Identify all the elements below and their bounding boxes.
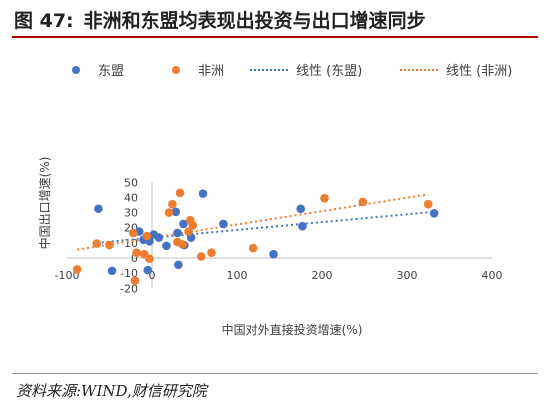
y-tick-label: 10 <box>124 237 138 250</box>
figure-number: 图 47: <box>14 10 74 32</box>
data-point <box>154 233 164 242</box>
data-point <box>178 240 187 249</box>
x-tick-label: 100 <box>227 269 248 282</box>
data-point <box>296 204 306 214</box>
data-point <box>269 249 278 259</box>
title-rule <box>12 36 538 38</box>
legend-label-africa: 非洲 <box>198 64 225 79</box>
legend-line-africa-trend <box>400 68 438 71</box>
legend-item-africa: 非洲 <box>172 60 224 79</box>
data-point <box>184 227 193 236</box>
x-tick-label: 200 <box>312 269 333 282</box>
legend-label-asean-trend: 线性 (东盟) <box>296 64 363 79</box>
data-point <box>171 207 181 217</box>
data-point <box>197 252 206 261</box>
legend-item-africa-trend: 线性 (非洲) <box>400 60 512 79</box>
legend-label-asean: 东盟 <box>98 64 125 79</box>
x-tick-label: 0 <box>149 269 156 282</box>
data-point <box>130 276 140 286</box>
chart-legend: 东盟 非洲 线性 (东盟) 线性 (非洲) <box>0 60 550 80</box>
data-point <box>179 219 188 229</box>
data-point <box>248 243 258 253</box>
y-tick-label: -20 <box>120 282 138 295</box>
x-axis-title: 中国对外直接投资增速(%) <box>222 322 363 337</box>
source-note: 资料来源:WIND,财信研究院 <box>16 382 207 400</box>
data-point <box>105 240 114 250</box>
y-tick-label: 40 <box>124 191 138 204</box>
data-point <box>188 221 198 230</box>
legend-marker-africa <box>172 65 180 74</box>
data-point <box>94 204 103 214</box>
data-point <box>219 219 228 229</box>
figure-title-text: 非洲和东盟均表现出投资与出口增速同步 <box>83 10 426 32</box>
legend-item-asean-trend: 线性 (东盟) <box>250 60 362 79</box>
legend-item-asean: 东盟 <box>72 60 124 79</box>
y-tick-label: 30 <box>124 207 138 220</box>
data-point <box>175 188 185 198</box>
y-tick-label: 50 <box>124 176 138 189</box>
data-point <box>72 265 82 274</box>
x-tick-label: 400 <box>482 269 503 282</box>
y-axis-title: 中国出口增速(%) <box>37 157 52 250</box>
data-point <box>145 254 154 264</box>
data-point <box>143 265 153 275</box>
data-point <box>207 248 216 257</box>
legend-label-africa-trend: 线性 (非洲) <box>446 64 513 79</box>
figure-title: 图 47: 非洲和东盟均表现出投资与出口增速同步 <box>14 6 436 33</box>
x-tick-label: -100 <box>55 269 80 282</box>
legend-marker-asean <box>72 65 80 74</box>
data-point <box>168 199 177 209</box>
x-tick-label: 300 <box>397 269 418 282</box>
legend-line-asean-trend <box>250 68 288 71</box>
data-point <box>358 197 368 207</box>
data-point <box>429 209 439 218</box>
data-point <box>142 231 152 241</box>
data-point <box>107 266 117 276</box>
data-point <box>162 241 171 251</box>
data-point <box>129 228 138 238</box>
data-point <box>164 208 174 217</box>
data-point <box>173 228 182 238</box>
data-point <box>423 199 433 209</box>
data-point <box>132 248 141 257</box>
data-point <box>92 239 102 248</box>
y-tick-label: 0 <box>131 252 138 265</box>
data-point <box>198 189 208 198</box>
footer-rule <box>12 373 538 374</box>
data-point <box>320 193 329 203</box>
trendline <box>77 193 429 251</box>
data-point <box>298 221 307 231</box>
data-point <box>174 260 183 270</box>
